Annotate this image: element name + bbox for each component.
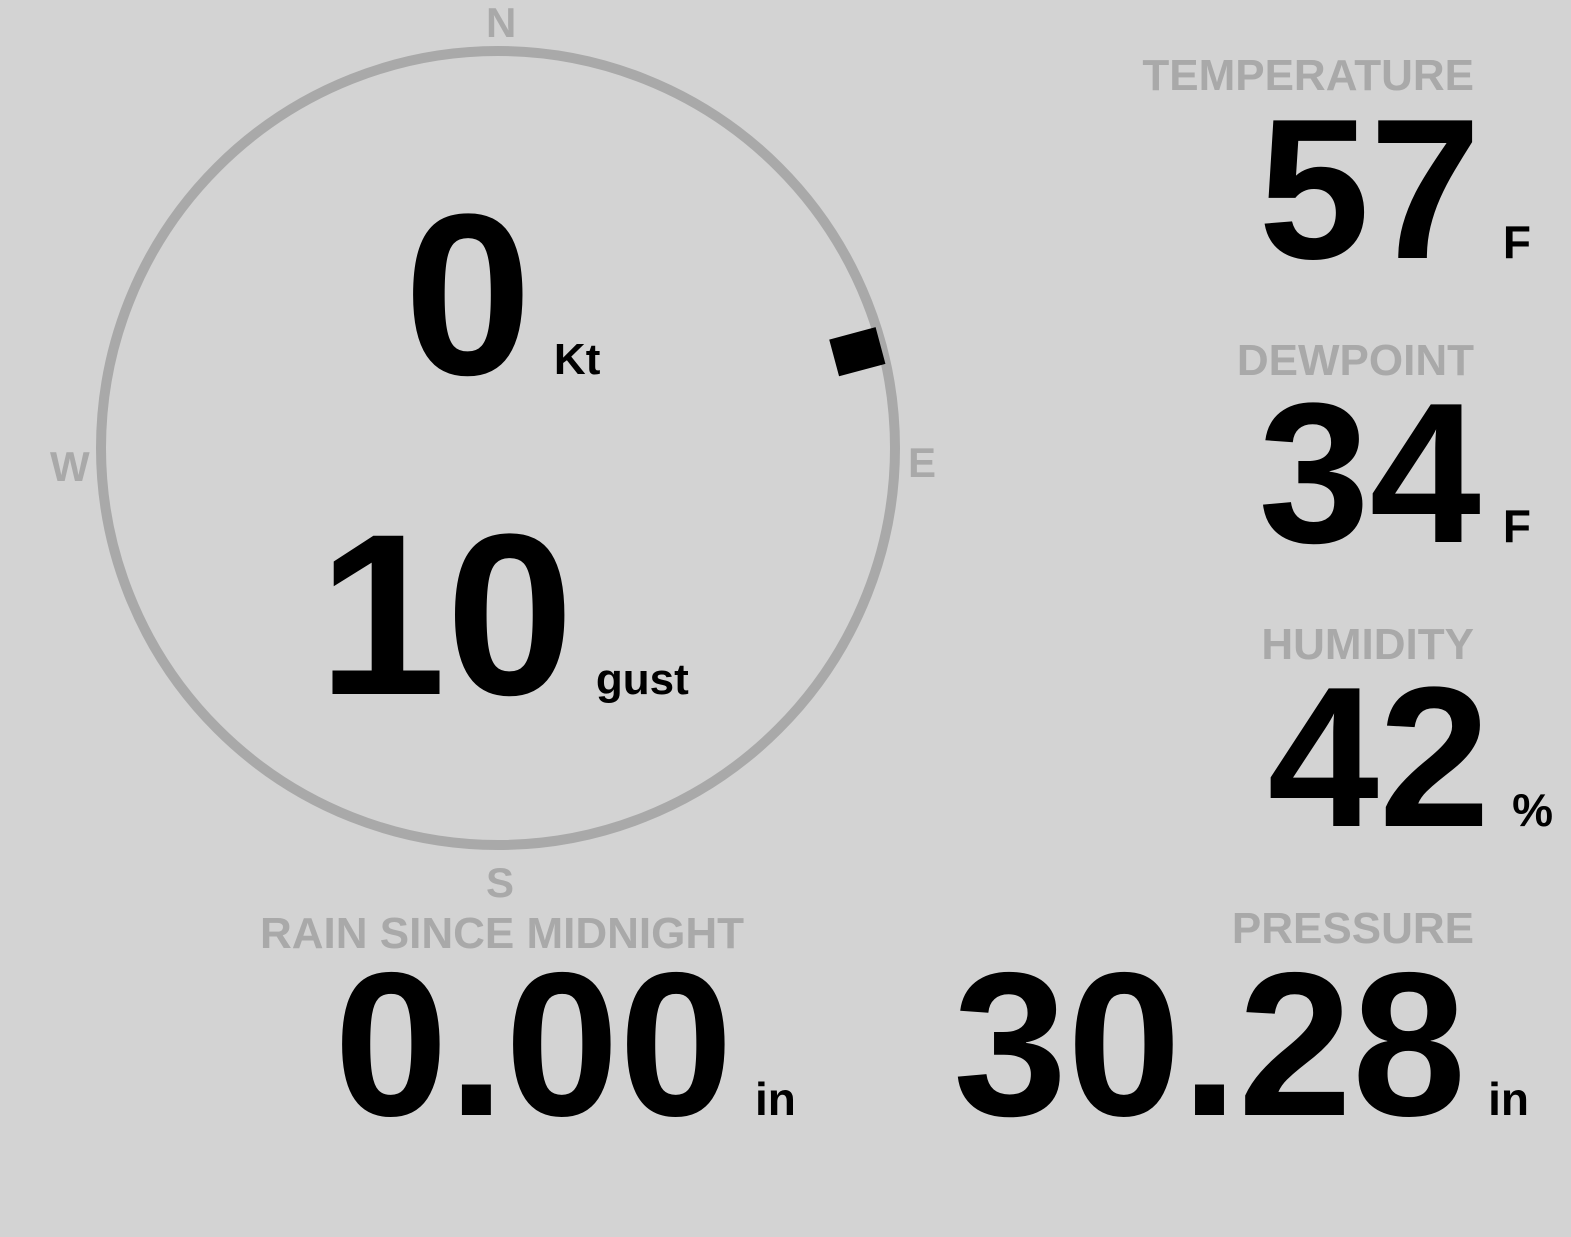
- rain-unit: in: [755, 1073, 796, 1125]
- wind-direction-marker: [829, 327, 886, 377]
- humidity-unit: %: [1512, 784, 1553, 836]
- compass-east: E: [908, 439, 937, 486]
- humidity-row: 42 %: [1268, 658, 1553, 858]
- pressure-unit: in: [1488, 1073, 1529, 1125]
- rain-label: RAIN SINCE MIDNIGHT: [260, 909, 744, 958]
- wind-speed-value: 0: [404, 166, 532, 423]
- temperature-label: TEMPERATURE: [1142, 51, 1474, 100]
- wind-gust-unit: gust: [595, 655, 689, 704]
- dewpoint-label: DEWPOINT: [1236, 336, 1474, 385]
- wind-gust-value: 10: [318, 486, 574, 743]
- wind-speed-unit: Kt: [553, 335, 601, 384]
- compass-ring: [96, 46, 900, 850]
- temperature-row: 57 F: [1258, 90, 1531, 290]
- wind-compass: [96, 46, 900, 850]
- humidity-label: HUMIDITY: [1261, 620, 1474, 669]
- humidity-value: 42: [1267, 646, 1491, 869]
- temperature-value: 57: [1258, 78, 1481, 301]
- compass-north: N: [486, 0, 517, 46]
- rain-value: 0.00: [334, 930, 733, 1159]
- dewpoint-row: 34 F: [1258, 374, 1531, 574]
- dewpoint-value: 34: [1258, 362, 1481, 585]
- dewpoint-unit: F: [1502, 500, 1531, 552]
- pressure-label: PRESSURE: [1231, 904, 1474, 953]
- compass-west: W: [50, 443, 90, 490]
- wind-gust-row: 10 gust: [318, 500, 689, 730]
- pressure-row: 30.28 in: [953, 942, 1529, 1147]
- pressure-value: 30.28: [953, 930, 1467, 1159]
- temperature-unit: F: [1502, 216, 1531, 268]
- rain-row: 0.00 in: [334, 942, 796, 1147]
- wind-speed-row: 0 Kt: [404, 180, 600, 410]
- compass-south: S: [486, 859, 515, 906]
